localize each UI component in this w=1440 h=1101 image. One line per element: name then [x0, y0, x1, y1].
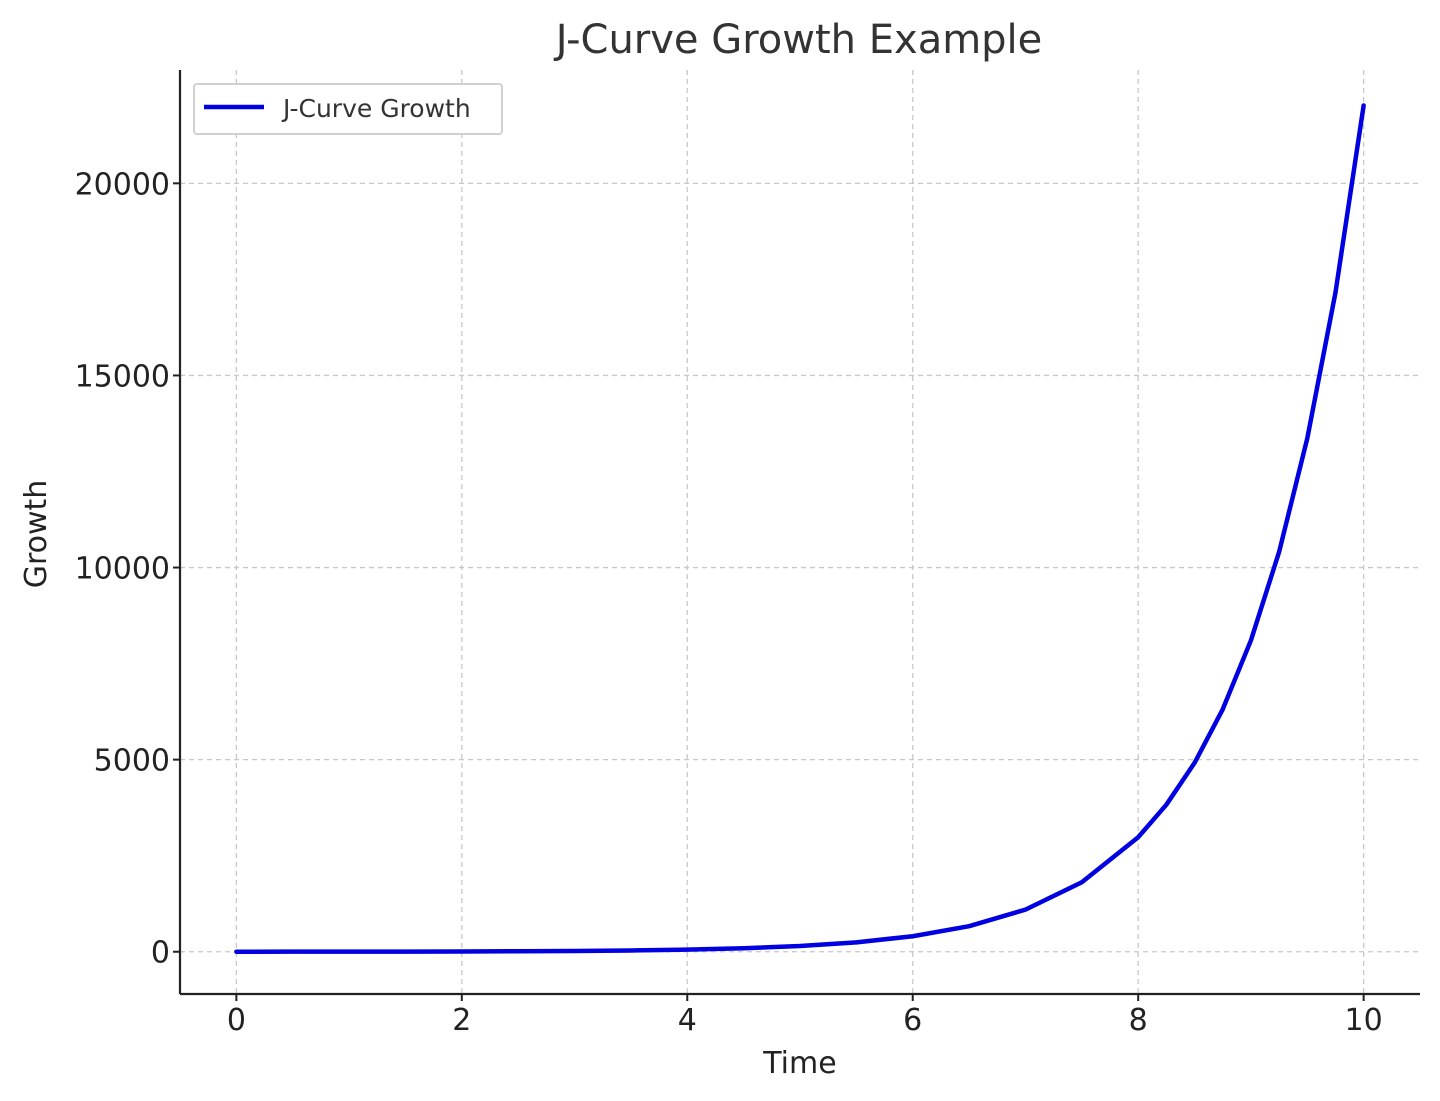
x-axis-label: Time	[762, 1046, 836, 1081]
x-tick-label: 0	[227, 1003, 246, 1038]
y-tick-label: 20000	[75, 167, 170, 202]
series-layer	[234, 103, 1366, 954]
legend-label-j-curve-growth: J-Curve Growth	[281, 94, 471, 123]
y-tick-label: 5000	[94, 744, 170, 779]
axes	[178, 70, 1420, 996]
legend-frame	[193, 83, 503, 135]
y-tick-label: 10000	[75, 552, 170, 587]
y-axis-label: Growth	[19, 480, 54, 589]
x-ticks: 0 2 4 6 8 10	[227, 994, 1383, 1038]
x-tick-label: 6	[903, 1003, 922, 1038]
grid-lines	[180, 70, 1420, 994]
y-tick-label: 0	[151, 936, 170, 971]
y-ticks: 0 5000 10000 15000 20000	[75, 167, 180, 971]
x-tick-label: 8	[1129, 1003, 1148, 1038]
x-tick-label: 2	[452, 1003, 471, 1038]
y-tick-label: 15000	[75, 359, 170, 394]
legend: J-Curve Growth	[193, 83, 503, 135]
chart-title: J-Curve Growth Example	[553, 17, 1043, 63]
x-tick-label: 10	[1345, 1003, 1383, 1038]
x-tick-label: 4	[678, 1003, 697, 1038]
series-line-j-curve-growth	[234, 103, 1366, 954]
